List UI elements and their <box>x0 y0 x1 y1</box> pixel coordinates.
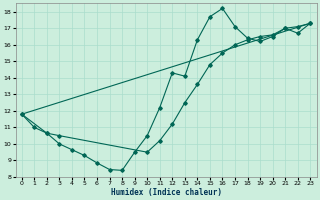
X-axis label: Humidex (Indice chaleur): Humidex (Indice chaleur) <box>110 188 221 197</box>
